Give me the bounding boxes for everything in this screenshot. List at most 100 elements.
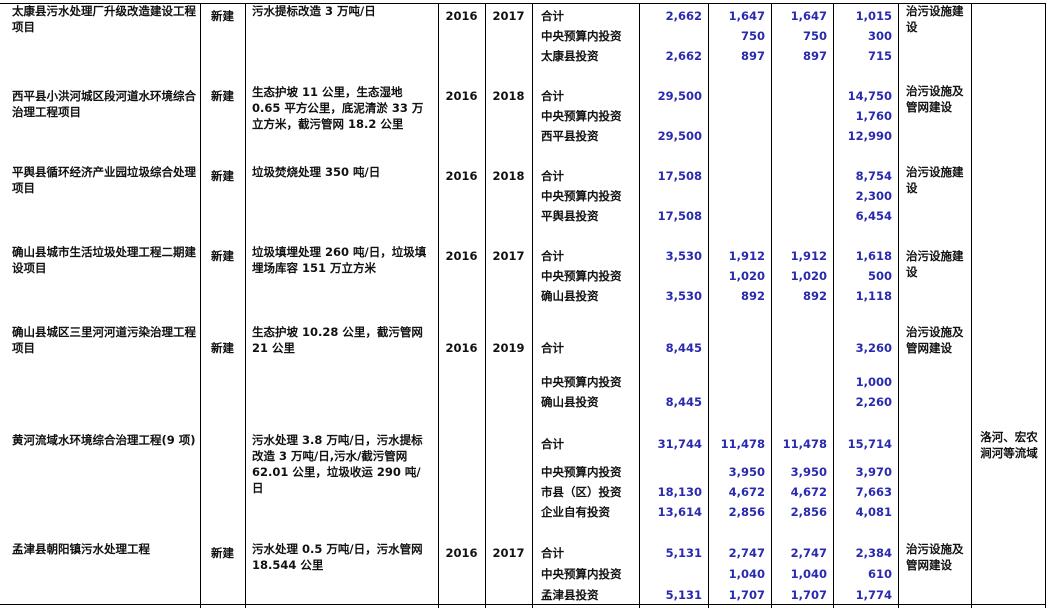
investment-value: 897 xyxy=(802,49,827,63)
construction-content: 垃圾填埋处理 260 吨/日，垃圾填埋场库容 151 万立方米 xyxy=(252,245,427,275)
construction-type: 新建 xyxy=(211,546,234,560)
investment-value: 3,260 xyxy=(855,341,892,355)
investment-value: 3,950 xyxy=(728,465,765,479)
investment-value: 3,530 xyxy=(665,249,702,263)
start-year: 2016 xyxy=(445,9,478,23)
column-divider xyxy=(245,3,246,608)
project-name: 确山县城区三里河河道污染治理工程项目 xyxy=(12,325,196,355)
project-category: 治污设施及管网建设 xyxy=(906,84,964,114)
funding-source-label: 合计 xyxy=(541,89,564,103)
investment-value: 897 xyxy=(740,49,765,63)
investment-value: 3,530 xyxy=(665,289,702,303)
end-year: 2017 xyxy=(492,546,525,560)
investment-value: 17,508 xyxy=(657,209,702,223)
investment-value: 2,260 xyxy=(855,395,892,409)
end-year: 2017 xyxy=(492,9,525,23)
funding-source-label: 中央预算内投资 xyxy=(541,465,622,479)
funding-source-label: 中央预算内投资 xyxy=(541,375,622,389)
construction-content: 污水处理 3.8 万吨/日，污水提标改造 3 万吨/日,污水/截污管网 62.0… xyxy=(252,433,423,495)
funding-source-label: 企业自有投资 xyxy=(541,505,610,519)
investment-value: 1,015 xyxy=(855,9,892,23)
investment-value: 1,912 xyxy=(728,249,765,263)
column-divider xyxy=(200,3,201,608)
construction-type: 新建 xyxy=(211,341,234,355)
investment-value: 1,618 xyxy=(855,249,892,263)
project-name: 平舆县循环经济产业园垃圾综合处理项目 xyxy=(12,165,196,195)
project-name: 西平县小洪河城区段河道水环境综合治理工程项目 xyxy=(12,89,196,119)
start-year: 2016 xyxy=(445,341,478,355)
investment-value: 1,707 xyxy=(728,588,765,602)
construction-content: 生态护坡 11 公里，生态湿地 0.65 平方公里，底泥清淤 33 万立方米，截… xyxy=(252,85,424,131)
construction-type: 新建 xyxy=(211,249,234,263)
investment-value: 7,663 xyxy=(855,485,892,499)
funding-source-label: 西平县投资 xyxy=(541,129,599,143)
funding-source-label: 合计 xyxy=(541,546,564,560)
investment-value: 1,020 xyxy=(790,269,827,283)
funding-source-label: 中央预算内投资 xyxy=(541,567,622,581)
column-divider xyxy=(708,3,709,608)
project-name: 孟津县朝阳镇污水处理工程 xyxy=(12,542,150,556)
funding-source-label: 确山县投资 xyxy=(541,289,599,303)
investment-value: 29,500 xyxy=(657,129,702,143)
funding-source-label: 合计 xyxy=(541,9,564,23)
column-divider xyxy=(485,3,486,608)
investment-value: 2,300 xyxy=(855,189,892,203)
construction-type: 新建 xyxy=(211,9,234,23)
column-divider xyxy=(532,3,533,608)
investment-value: 750 xyxy=(802,29,827,43)
construction-type: 新建 xyxy=(211,169,234,183)
column-divider xyxy=(771,3,772,608)
investment-value: 1,020 xyxy=(728,269,765,283)
investment-value: 2,747 xyxy=(790,546,827,560)
investment-value: 18,130 xyxy=(657,485,702,499)
investment-value: 1,118 xyxy=(855,289,892,303)
funding-source-label: 中央预算内投资 xyxy=(541,29,622,43)
investment-value: 1,760 xyxy=(855,109,892,123)
investment-value: 12,990 xyxy=(847,129,892,143)
funding-source-label: 合计 xyxy=(541,169,564,183)
funding-source-label: 市县（区）投资 xyxy=(541,485,622,499)
investment-value: 2,747 xyxy=(728,546,765,560)
investment-value: 1,040 xyxy=(728,567,765,581)
project-category: 治污设施建设 xyxy=(906,165,964,195)
funding-source-label: 合计 xyxy=(541,437,564,451)
investment-value: 6,454 xyxy=(855,209,892,223)
investment-value: 5,131 xyxy=(665,588,702,602)
investment-value: 2,384 xyxy=(855,546,892,560)
investment-value: 892 xyxy=(740,289,765,303)
investment-value: 4,672 xyxy=(790,485,827,499)
investment-value: 15,714 xyxy=(847,437,892,451)
investment-value: 2,856 xyxy=(790,505,827,519)
column-divider xyxy=(833,3,834,608)
investment-value: 300 xyxy=(867,29,892,43)
investment-value: 4,672 xyxy=(728,485,765,499)
column-divider xyxy=(971,3,972,608)
investment-value: 2,662 xyxy=(665,49,702,63)
investment-value: 1,912 xyxy=(790,249,827,263)
investment-value: 17,508 xyxy=(657,169,702,183)
investment-value: 14,750 xyxy=(847,89,892,103)
end-year: 2018 xyxy=(492,89,525,103)
column-divider xyxy=(639,3,640,608)
funding-source-label: 太康县投资 xyxy=(541,49,599,63)
construction-content: 污水提标改造 3 万吨/日 xyxy=(252,4,376,18)
project-category: 治污设施建设 xyxy=(906,249,964,279)
investment-value: 11,478 xyxy=(782,437,827,451)
investment-value: 31,744 xyxy=(657,437,702,451)
investment-value: 610 xyxy=(867,567,892,581)
investment-value: 500 xyxy=(867,269,892,283)
investment-value: 13,614 xyxy=(657,505,702,519)
column-divider xyxy=(898,3,899,608)
investment-value: 1,647 xyxy=(728,9,765,23)
funding-source-label: 平舆县投资 xyxy=(541,209,599,223)
investment-value: 8,754 xyxy=(855,169,892,183)
row-divider xyxy=(0,3,1045,4)
investment-value: 4,081 xyxy=(855,505,892,519)
funding-source-label: 中央预算内投资 xyxy=(541,109,622,123)
investment-value: 11,478 xyxy=(720,437,765,451)
river-basin: 洛河、宏农涧河等流域 xyxy=(980,430,1038,460)
construction-content: 生态护坡 10.28 公里，截污管网 21 公里 xyxy=(252,325,423,355)
column-divider xyxy=(1045,3,1046,608)
investment-value: 8,445 xyxy=(665,341,702,355)
investment-value: 8,445 xyxy=(665,395,702,409)
